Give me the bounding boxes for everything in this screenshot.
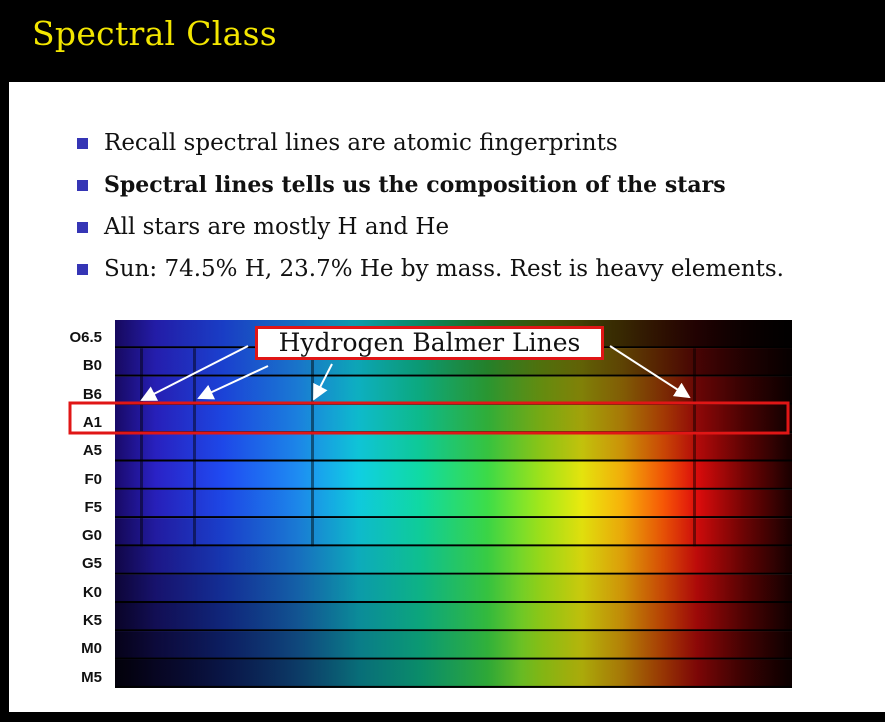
balmer-absorption-line bbox=[693, 348, 696, 547]
callout-label: Hydrogen Balmer Lines bbox=[255, 326, 604, 360]
bullet-item: Spectral lines tells us the composition … bbox=[77, 168, 784, 210]
row-separator bbox=[115, 374, 792, 377]
row-separator bbox=[115, 629, 792, 632]
bullet-square-icon bbox=[77, 222, 88, 233]
spectrum-row-shading bbox=[115, 433, 792, 462]
row-separator bbox=[115, 572, 792, 575]
bullet-item: Sun: 74.5% H, 23.7% He by mass. Rest is … bbox=[77, 252, 784, 294]
spectrum-row-shading bbox=[115, 631, 792, 660]
bullet-list: Recall spectral lines are atomic fingerp… bbox=[77, 126, 784, 294]
spectrum-row-shading bbox=[115, 574, 792, 603]
spectral-class-label: A1 bbox=[82, 413, 102, 431]
bullet-item: Recall spectral lines are atomic fingerp… bbox=[77, 126, 784, 168]
callout-arrow bbox=[313, 363, 333, 401]
spectral-class-label: K0 bbox=[82, 583, 102, 601]
spectral-class-label: M0 bbox=[81, 640, 102, 658]
callout-arrow bbox=[609, 345, 691, 399]
spectrum-row-shading bbox=[115, 461, 792, 490]
row-separator bbox=[115, 657, 792, 660]
bullet-text: Sun: 74.5% H, 23.7% He by mass. Rest is … bbox=[104, 256, 784, 282]
spectral-class-label: G5 bbox=[81, 555, 102, 573]
spectral-class-label: F5 bbox=[84, 498, 102, 516]
spectral-class-label: M5 bbox=[81, 668, 102, 686]
row-separator bbox=[115, 487, 792, 490]
bullet-text: Recall spectral lines are atomic fingerp… bbox=[104, 130, 618, 156]
bullet-square-icon bbox=[77, 180, 88, 191]
spectrum-row-shading bbox=[115, 603, 792, 632]
spectral-class-label: G0 bbox=[81, 527, 102, 545]
spectral-class-label: F0 bbox=[84, 470, 102, 488]
spectrum-row-shading bbox=[115, 518, 792, 547]
spectral-class-label: B0 bbox=[82, 357, 102, 375]
spectrum-row-shading bbox=[115, 659, 792, 688]
row-separator bbox=[115, 544, 792, 547]
spectrum-row-shading bbox=[115, 489, 792, 519]
row-separator bbox=[115, 516, 792, 519]
title-bar: Spectral Class bbox=[0, 0, 885, 82]
balmer-absorption-line bbox=[193, 348, 196, 547]
row-separator bbox=[115, 601, 792, 603]
bullet-item: All stars are mostly H and He bbox=[77, 210, 784, 252]
spectral-class-label: K5 bbox=[82, 612, 102, 629]
spectral-class-label: B6 bbox=[82, 385, 102, 403]
balmer-absorption-line bbox=[140, 348, 143, 547]
callout-arrow bbox=[197, 365, 269, 400]
highlight-box-a1 bbox=[68, 401, 790, 435]
bullet-text: All stars are mostly H and He bbox=[104, 214, 450, 240]
slide-title: Spectral Class bbox=[32, 14, 278, 53]
spectrum-row-shading bbox=[115, 404, 792, 434]
row-separator bbox=[115, 685, 792, 688]
spectral-class-label: O6.5 bbox=[69, 329, 102, 346]
row-separator bbox=[115, 459, 792, 462]
spectral-class-label: A5 bbox=[82, 442, 102, 460]
callout-arrow bbox=[140, 345, 249, 401]
footer-strip bbox=[0, 712, 885, 722]
balmer-absorption-line bbox=[311, 348, 314, 547]
bullet-square-icon bbox=[77, 138, 88, 149]
spectrum-row-shading bbox=[115, 546, 792, 575]
bullet-text: Spectral lines tells us the composition … bbox=[104, 172, 726, 198]
bullet-square-icon bbox=[77, 264, 88, 275]
